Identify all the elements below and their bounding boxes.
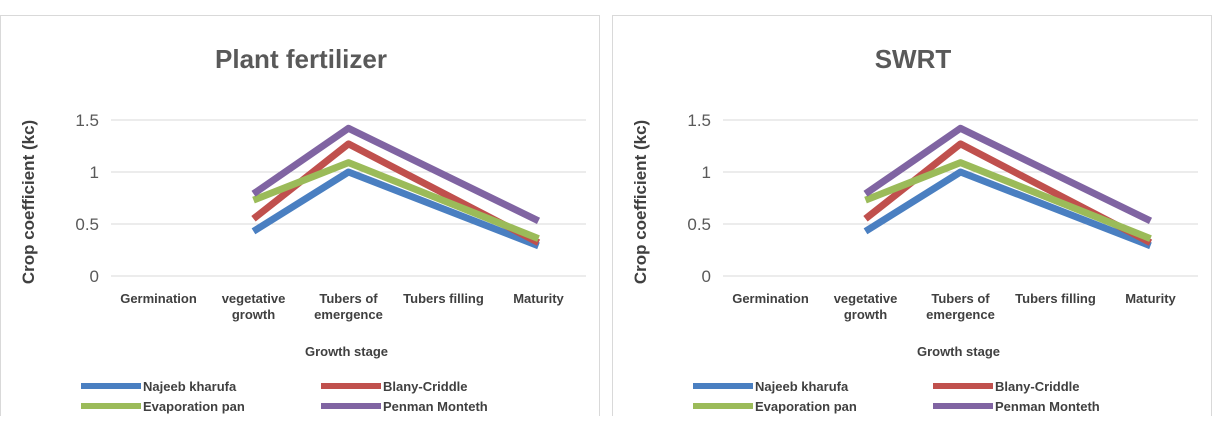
x-tick-label: Germination [120,291,197,306]
y-tick-label: 0.5 [75,215,99,234]
legend-label: Penman Monteth [383,399,488,414]
chart-panel-2: SWRT 0 0.5 1 1.5 Germination vegetative growth T… [612,15,1212,416]
legend-label: Blany-Criddle [383,379,468,394]
x-tick-label: Tubers filling [403,291,484,306]
x-tick-label: Tubers of emergence [314,291,383,322]
x-axis-label: Growth stage [305,344,388,359]
legend-label: Najeeb kharufa [143,379,237,394]
legend-label: Najeeb kharufa [755,379,849,394]
y-tick-label: 1.5 [687,111,711,130]
chart-title: Plant fertilizer [215,44,387,74]
series-line-penman-monteth [251,124,541,225]
legend-label: Blany-Criddle [995,379,1080,394]
y-axis-label: Crop coefficient (kc) [631,120,650,284]
series-line-penman-monteth [863,124,1153,225]
x-tick-label: Tubers of emergence [926,291,995,322]
y-tick-label: 0.5 [687,215,711,234]
y-tick-label: 1 [702,163,711,182]
y-axis-label: Crop coefficient (kc) [19,120,38,284]
legend-label: Evaporation pan [143,399,245,414]
legend-label: Penman Monteth [995,399,1100,414]
chart-svg: SWRT 0 0.5 1 1.5 Germination vegetative growth T… [631,44,1198,414]
chart-title: SWRT [875,44,952,74]
series-line-najeeb-kharufa [251,168,540,250]
x-tick-label: Germination [732,291,809,306]
y-tick-label: 0 [702,267,711,286]
x-tick-label: Maturity [1125,291,1176,306]
series-line-evaporation-pan [252,159,540,242]
y-tick-label: 1 [90,163,99,182]
series-line-najeeb-kharufa [863,168,1152,250]
series-line-evaporation-pan [864,159,1152,242]
legend-label: Evaporation pan [755,399,857,414]
chart-panel-1: Plant fertilizer 0 0.5 1 1.5 Germination veget… [0,15,600,416]
y-tick-label: 0 [90,267,99,286]
x-tick-label: Tubers filling [1015,291,1096,306]
x-tick-label: vegetative growth [834,291,898,322]
x-axis-label: Growth stage [917,344,1000,359]
chart-svg: Plant fertilizer 0 0.5 1 1.5 Germination veget… [19,44,586,414]
x-tick-label: vegetative growth [222,291,286,322]
x-tick-label: Maturity [513,291,564,306]
y-tick-label: 1.5 [75,111,99,130]
